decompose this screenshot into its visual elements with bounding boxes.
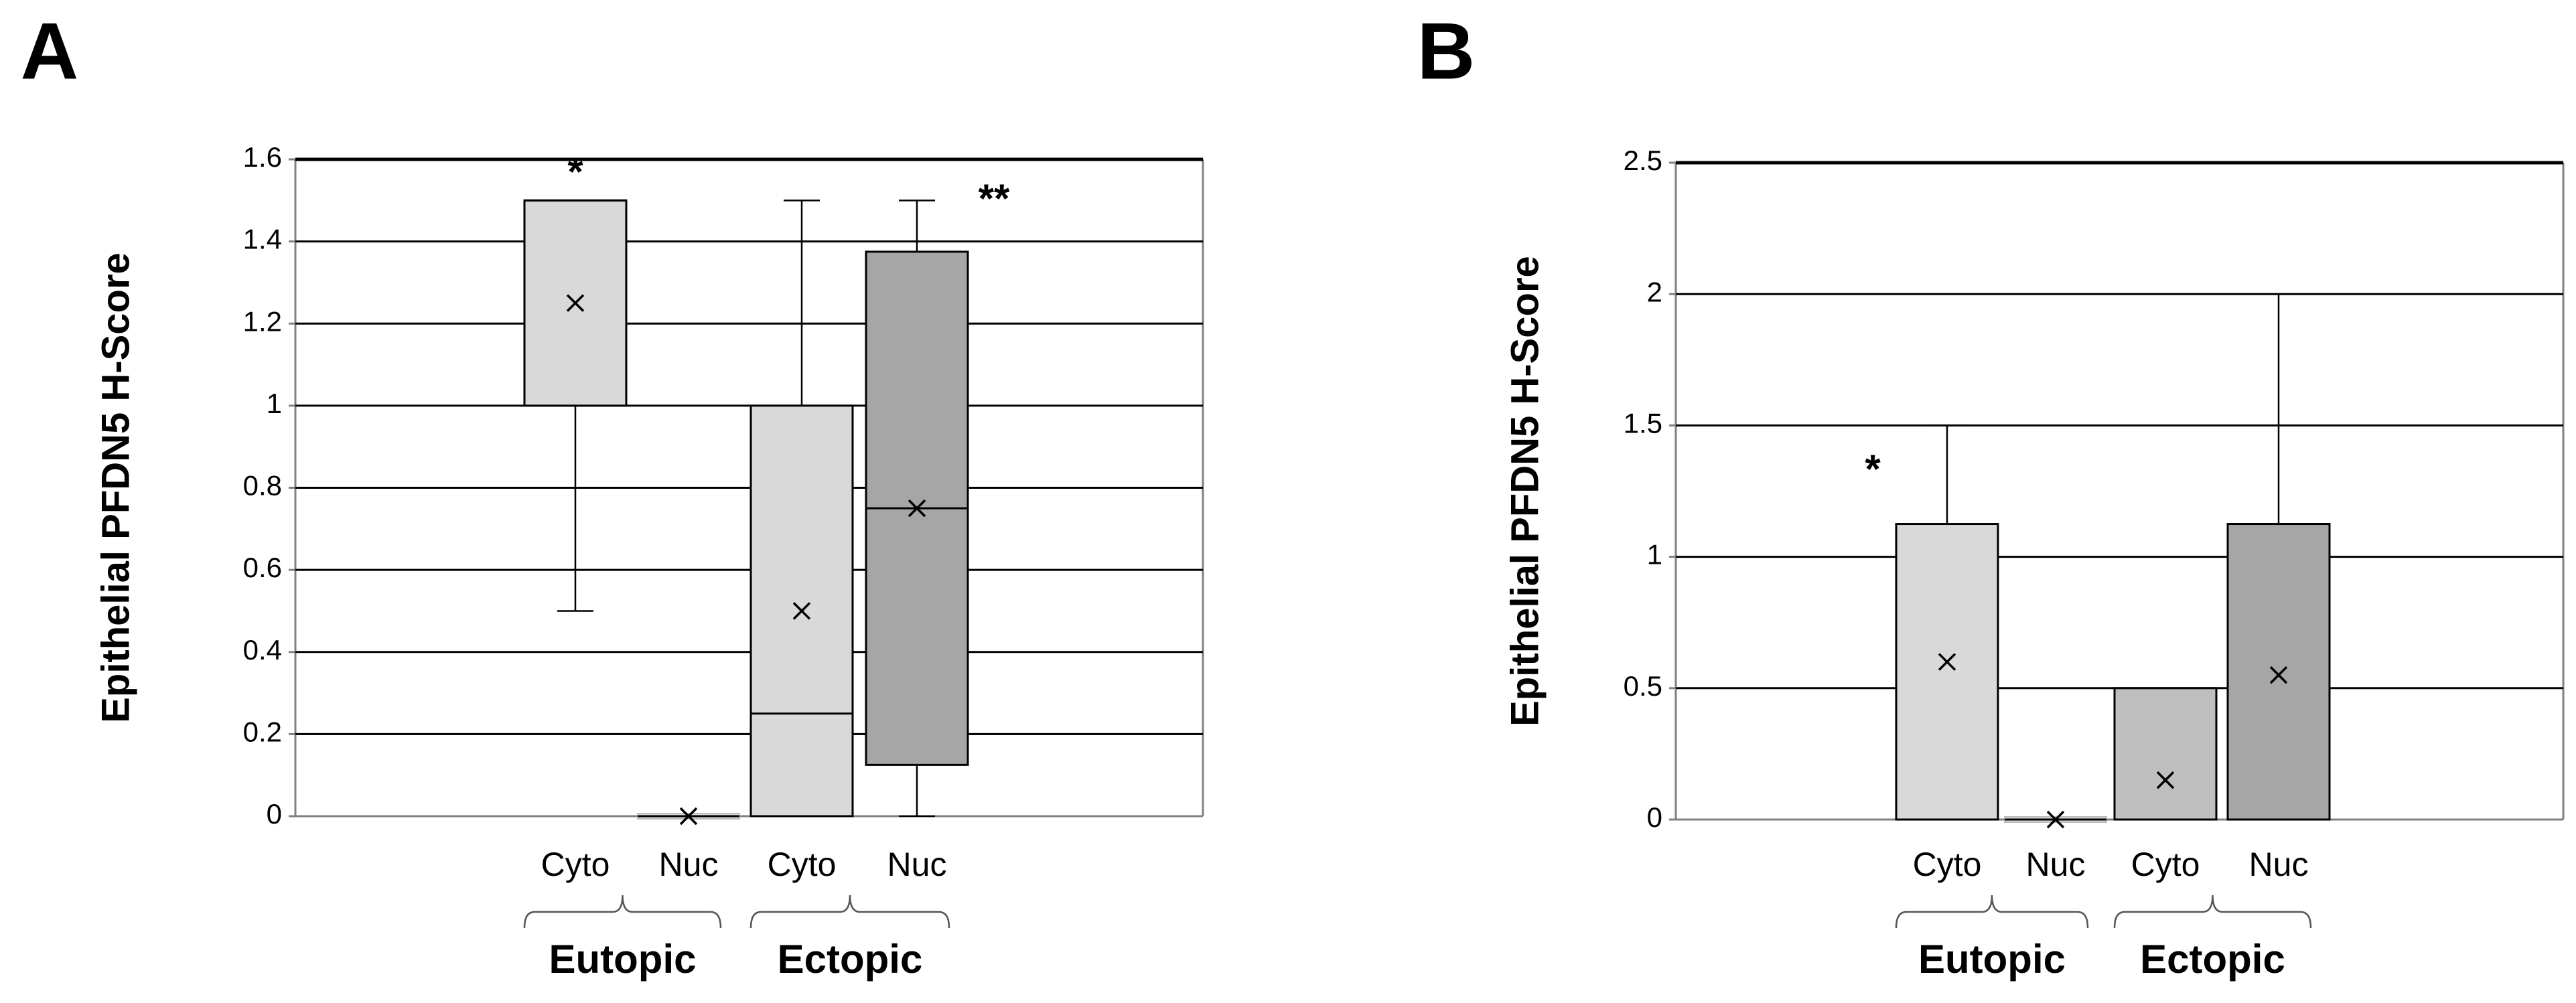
x-tick-label: Nuc [659, 846, 719, 883]
mean-marker [908, 499, 926, 518]
x-tick-label: Cyto [541, 846, 610, 883]
x-tick-label: Cyto [2131, 846, 2200, 883]
y-tick-label: 2 [1647, 276, 1662, 307]
mean-marker [792, 602, 811, 620]
box [2226, 523, 2331, 821]
group-brace [749, 895, 950, 929]
x-tick-label: Cyto [1913, 846, 1982, 883]
annotation: * [1865, 447, 1881, 491]
y-tick-label: 2.5 [1624, 145, 1662, 176]
group-label: Eutopic [1918, 937, 2066, 982]
y-tick-label: 1.2 [243, 305, 282, 337]
y-tick-label: 1.5 [1624, 407, 1662, 439]
mean-marker [679, 807, 698, 826]
y-tick-label: 0.5 [1624, 670, 1662, 702]
y-tick-label: 1 [267, 388, 282, 419]
mean-marker [2269, 666, 2288, 684]
y-tick-label: 1 [1647, 539, 1662, 570]
box [2113, 687, 2218, 821]
y-tick-label: 0.4 [243, 634, 282, 666]
y-tick-label: 1.4 [243, 224, 282, 255]
group-brace [523, 895, 722, 929]
group-brace [1895, 895, 2089, 929]
mean-marker [2046, 810, 2065, 829]
y-tick-label: 0.2 [243, 716, 282, 747]
x-tick-label: Nuc [2026, 846, 2086, 883]
x-tick-label: Nuc [887, 846, 947, 883]
group-brace [2113, 895, 2312, 929]
mean-marker [1938, 653, 1956, 671]
mean-marker [2156, 771, 2175, 789]
annotation: * [567, 149, 583, 194]
y-axis-label: Epithelial PFDN5 H-Score [1503, 256, 1547, 726]
box [1895, 523, 1999, 821]
group-label: Ectopic [2140, 937, 2285, 982]
annotation: ** [979, 176, 1010, 221]
y-tick-label: 0.6 [243, 552, 282, 583]
group-label: Ectopic [778, 937, 923, 982]
y-tick-label: 1.6 [243, 141, 282, 173]
y-tick-label: 0 [267, 798, 282, 830]
group-label: Eutopic [549, 937, 697, 982]
y-tick-label: 0.8 [243, 470, 282, 502]
mean-marker [566, 294, 585, 312]
panel-label: B [1417, 7, 1476, 96]
panel-label: A [21, 7, 79, 96]
y-axis-label: Epithelial PFDN5 H-Score [94, 252, 137, 723]
x-tick-label: Nuc [2249, 846, 2309, 883]
x-tick-label: Cyto [768, 846, 837, 883]
y-tick-label: 0 [1647, 801, 1662, 833]
